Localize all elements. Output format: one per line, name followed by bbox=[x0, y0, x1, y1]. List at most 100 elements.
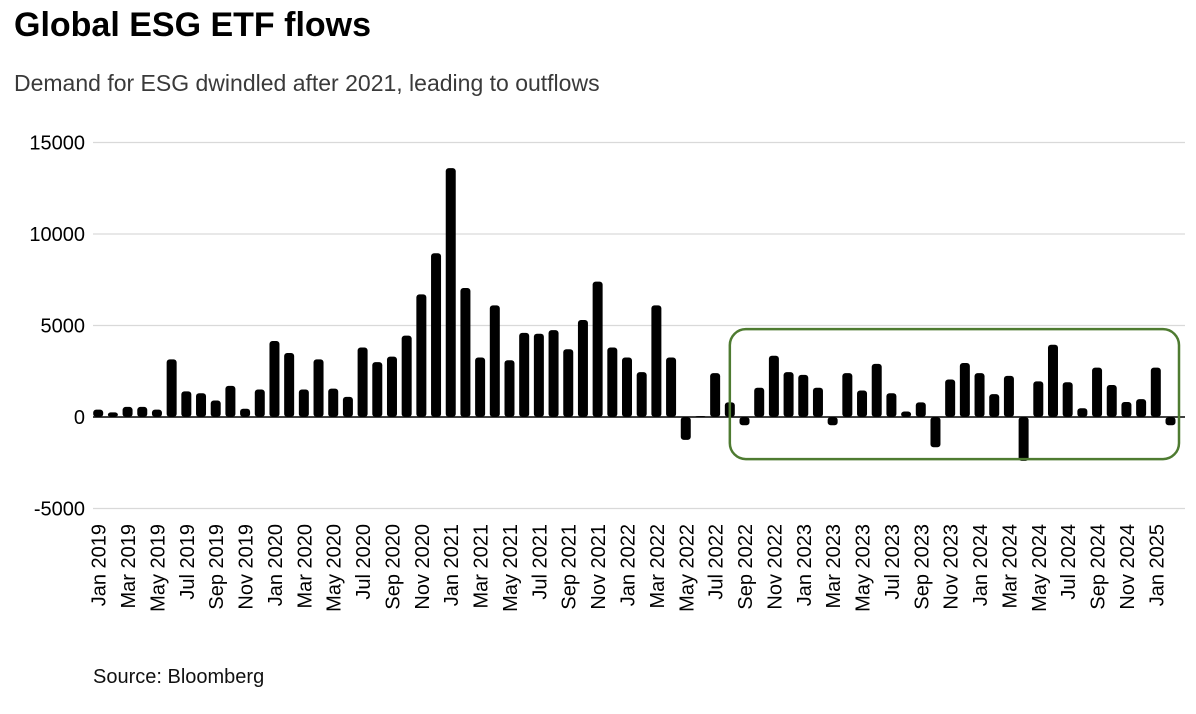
x-tick-label: Jan 2020 bbox=[265, 524, 287, 606]
x-tick-label: Sep 2021 bbox=[559, 524, 581, 610]
bar-dec-2020 bbox=[431, 253, 442, 417]
bar-sep-2020 bbox=[386, 356, 397, 417]
x-tick-label: May 2023 bbox=[853, 524, 875, 612]
x-tick-label: Nov 2023 bbox=[941, 524, 963, 610]
bar-aug-2020 bbox=[372, 362, 383, 417]
bar-jun-2024 bbox=[1047, 344, 1058, 417]
x-tick-label: Jan 2019 bbox=[89, 524, 111, 606]
x-tick-label: Jul 2019 bbox=[177, 524, 199, 600]
x-tick-label: Mar 2020 bbox=[294, 524, 316, 609]
bar-oct-2021 bbox=[577, 320, 588, 417]
bar-jun-2022 bbox=[695, 416, 706, 417]
bar-feb-2023 bbox=[812, 387, 823, 417]
bar-feb-2024 bbox=[989, 394, 1000, 417]
x-tick-label: Sep 2019 bbox=[206, 524, 228, 610]
bar-feb-2020 bbox=[284, 352, 295, 417]
bar-jun-2019 bbox=[166, 359, 177, 417]
bar-aug-2023 bbox=[901, 411, 912, 417]
bar-may-2024 bbox=[1033, 381, 1044, 417]
bar-may-2020 bbox=[328, 388, 339, 417]
bar-apr-2019 bbox=[137, 406, 148, 417]
x-tick-label: Nov 2022 bbox=[764, 524, 786, 610]
x-tick-label: Jan 2023 bbox=[794, 524, 816, 606]
bar-dec-2023 bbox=[959, 363, 970, 417]
x-tick-label: Mar 2022 bbox=[647, 524, 669, 609]
x-tick-label: Jan 2024 bbox=[970, 524, 992, 606]
bar-feb-2021 bbox=[460, 287, 471, 417]
bar-jul-2019 bbox=[181, 391, 192, 417]
x-tick-label: May 2019 bbox=[147, 524, 169, 612]
source-note: Source: Bloomberg bbox=[93, 666, 265, 688]
x-tick-label: Jul 2022 bbox=[706, 524, 728, 600]
bar-jan-2019 bbox=[93, 409, 104, 417]
bar-jan-2023 bbox=[798, 374, 809, 417]
bar-jun-2020 bbox=[342, 396, 353, 417]
bar-mar-2022 bbox=[651, 305, 662, 417]
bar-sep-2021 bbox=[563, 349, 574, 417]
bar-dec-2019 bbox=[254, 389, 265, 417]
x-tick-label: Mar 2023 bbox=[823, 524, 845, 609]
x-tick-label: May 2024 bbox=[1029, 524, 1051, 612]
bar-jan-2022 bbox=[622, 357, 633, 417]
bar-sep-2019 bbox=[210, 400, 221, 417]
bar-feb-2025 bbox=[1165, 417, 1176, 426]
annotation-box bbox=[728, 327, 1181, 461]
x-tick-label: Jan 2022 bbox=[618, 524, 640, 606]
bar-jun-2023 bbox=[871, 363, 882, 417]
bar-jan-2021 bbox=[445, 168, 456, 417]
chart-title: Global ESG ETF flows bbox=[14, 6, 372, 44]
bar-aug-2021 bbox=[548, 330, 559, 417]
bar-oct-2023 bbox=[930, 417, 941, 448]
bar-jan-2020 bbox=[269, 341, 280, 417]
y-tick-label: -5000 bbox=[34, 499, 85, 521]
bar-mar-2024 bbox=[1003, 375, 1014, 417]
bar-may-2021 bbox=[504, 360, 515, 417]
x-tick-label: Nov 2024 bbox=[1117, 524, 1139, 610]
bar-oct-2019 bbox=[225, 385, 236, 417]
x-tick-label: Nov 2021 bbox=[588, 524, 610, 610]
bar-mar-2023 bbox=[827, 417, 838, 426]
x-tick-label: Mar 2019 bbox=[118, 524, 140, 609]
x-tick-label: May 2022 bbox=[676, 524, 698, 612]
bar-apr-2024 bbox=[1018, 417, 1029, 461]
bar-jul-2021 bbox=[533, 333, 544, 417]
y-tick-label: 5000 bbox=[41, 316, 86, 338]
bar-mar-2020 bbox=[298, 389, 309, 417]
x-tick-label: Jul 2020 bbox=[353, 524, 375, 600]
bar-aug-2024 bbox=[1077, 408, 1088, 417]
x-tick-label: Jan 2021 bbox=[441, 524, 463, 606]
bar-jan-2025 bbox=[1150, 367, 1161, 417]
x-tick-label: Sep 2022 bbox=[735, 524, 757, 610]
x-tick-label: Jul 2021 bbox=[529, 524, 551, 600]
bar-feb-2019 bbox=[107, 412, 118, 417]
bar-nov-2020 bbox=[416, 294, 427, 417]
x-tick-label: Jul 2023 bbox=[882, 524, 904, 600]
x-tick-label: Mar 2024 bbox=[999, 524, 1021, 609]
x-tick-label: Jan 2025 bbox=[1146, 524, 1168, 606]
bar-jan-2024 bbox=[974, 373, 985, 417]
bar-oct-2024 bbox=[1106, 384, 1117, 417]
bar-apr-2020 bbox=[313, 359, 324, 417]
bar-sep-2024 bbox=[1092, 367, 1103, 417]
x-tick-label: Nov 2019 bbox=[236, 524, 258, 610]
bar-oct-2022 bbox=[754, 387, 765, 417]
x-tick-label: Sep 2024 bbox=[1088, 524, 1110, 610]
bar-sep-2023 bbox=[915, 402, 926, 417]
bar-sep-2022 bbox=[739, 417, 750, 426]
bar-apr-2022 bbox=[666, 357, 677, 417]
x-tick-label: Mar 2021 bbox=[471, 524, 493, 609]
bar-dec-2022 bbox=[783, 372, 794, 417]
bar-nov-2023 bbox=[945, 379, 956, 417]
bar-jul-2023 bbox=[886, 393, 897, 417]
bar-may-2022 bbox=[680, 417, 691, 440]
bar-dec-2024 bbox=[1136, 399, 1147, 417]
bar-apr-2023 bbox=[842, 373, 853, 417]
bar-feb-2022 bbox=[636, 372, 647, 417]
bar-mar-2021 bbox=[475, 357, 486, 417]
bar-may-2023 bbox=[857, 390, 868, 417]
x-tick-label: Sep 2020 bbox=[382, 524, 404, 610]
bar-aug-2019 bbox=[196, 393, 207, 417]
x-tick-label: May 2020 bbox=[324, 524, 346, 612]
y-tick-label: 15000 bbox=[29, 133, 85, 155]
y-tick-label: 0 bbox=[74, 407, 85, 429]
